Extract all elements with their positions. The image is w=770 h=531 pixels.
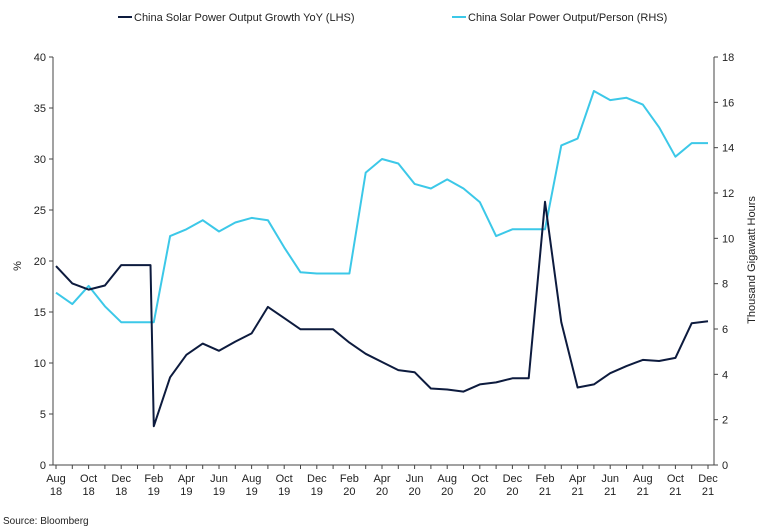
left-tick-label: 10 — [34, 358, 46, 370]
x-axis-ticks: Aug18Oct18Dec18Feb19Apr19Jun19Aug19Oct19… — [46, 465, 718, 498]
x-tick-label-month: Aug — [242, 473, 262, 485]
series-line-growth — [55, 200, 709, 428]
x-tick-label-month: Feb — [340, 473, 359, 485]
x-tick-label-year: 20 — [376, 486, 388, 498]
x-tick-label-month: Oct — [80, 473, 97, 485]
right-tick-label: 4 — [722, 369, 728, 381]
x-tick-label-year: 19 — [148, 486, 160, 498]
x-tick-label-year: 20 — [408, 486, 420, 498]
x-tick-label-month: Dec — [698, 473, 718, 485]
right-tick-label: 10 — [722, 233, 734, 245]
axes — [52, 57, 715, 466]
right-tick-label: 6 — [722, 324, 728, 336]
left-tick-label: 40 — [34, 52, 46, 64]
x-tick-label-month: Feb — [144, 473, 163, 485]
left-tick-label: 20 — [34, 256, 46, 268]
x-tick-label-month: Jun — [601, 473, 619, 485]
series-line-output-per-person — [55, 90, 708, 324]
x-tick-label-month: Jun — [210, 473, 228, 485]
left-tick-label: 0 — [40, 460, 46, 472]
legend: China Solar Power Output Growth YoY (LHS… — [118, 12, 667, 24]
x-tick-label-month: Apr — [373, 473, 390, 485]
x-tick-label-year: 20 — [343, 486, 355, 498]
left-tick-label: 5 — [40, 409, 46, 421]
right-tick-label: 14 — [722, 143, 734, 155]
legend-label-output-per-person: China Solar Power Output/Person (RHS) — [468, 12, 667, 24]
right-tick-label: 16 — [722, 97, 734, 109]
legend-label-growth: China Solar Power Output Growth YoY (LHS… — [134, 12, 355, 24]
right-tick-label: 12 — [722, 188, 734, 200]
right-tick-label: 18 — [722, 52, 734, 64]
right-axis-title: Thousand Gigawatt Hours — [746, 196, 758, 324]
x-tick-label-month: Aug — [46, 473, 66, 485]
x-tick-label-month: Apr — [569, 473, 586, 485]
x-tick-label-month: Oct — [276, 473, 293, 485]
x-tick-label-year: 21 — [702, 486, 714, 498]
x-tick-label-year: 21 — [571, 486, 583, 498]
x-tick-label-year: 19 — [245, 486, 257, 498]
x-tick-label-month: Dec — [307, 473, 327, 485]
x-tick-label-month: Apr — [178, 473, 195, 485]
x-tick-label-year: 21 — [539, 486, 551, 498]
source-note: Source: Bloomberg — [3, 516, 89, 527]
x-tick-label-month: Dec — [111, 473, 131, 485]
x-tick-label-year: 20 — [474, 486, 486, 498]
left-tick-label: 30 — [34, 154, 46, 166]
x-tick-label-year: 18 — [82, 486, 94, 498]
x-tick-label-year: 18 — [115, 486, 127, 498]
x-tick-label-year: 19 — [278, 486, 290, 498]
x-tick-label-month: Aug — [437, 473, 457, 485]
x-tick-label-month: Aug — [633, 473, 653, 485]
right-tick-label: 8 — [722, 279, 728, 291]
left-tick-label: 35 — [34, 103, 46, 115]
left-tick-label: 25 — [34, 205, 46, 217]
x-tick-label-year: 21 — [669, 486, 681, 498]
x-tick-label-month: Jun — [406, 473, 424, 485]
x-tick-label-year: 21 — [604, 486, 616, 498]
x-tick-label-month: Oct — [471, 473, 488, 485]
left-axis-ticks: 0 5 10 15 20 25 30 35 40 — [34, 52, 53, 472]
right-tick-label: 0 — [722, 460, 728, 472]
x-tick-label-year: 20 — [441, 486, 453, 498]
left-tick-label: 15 — [34, 307, 46, 319]
x-tick-label-year: 21 — [637, 486, 649, 498]
x-tick-label-year: 18 — [50, 486, 62, 498]
x-tick-label-month: Oct — [667, 473, 684, 485]
x-tick-label-year: 19 — [311, 486, 323, 498]
right-tick-label: 2 — [722, 415, 728, 427]
x-tick-label-year: 20 — [506, 486, 518, 498]
x-tick-label-year: 19 — [180, 486, 192, 498]
x-tick-label-month: Dec — [503, 473, 523, 485]
left-axis-title: % — [12, 261, 24, 271]
right-axis-ticks: 0 2 4 6 8 10 12 14 16 18 — [714, 52, 734, 472]
series-layer — [55, 90, 709, 428]
x-tick-label-month: Feb — [536, 473, 555, 485]
x-tick-label-year: 19 — [213, 486, 225, 498]
